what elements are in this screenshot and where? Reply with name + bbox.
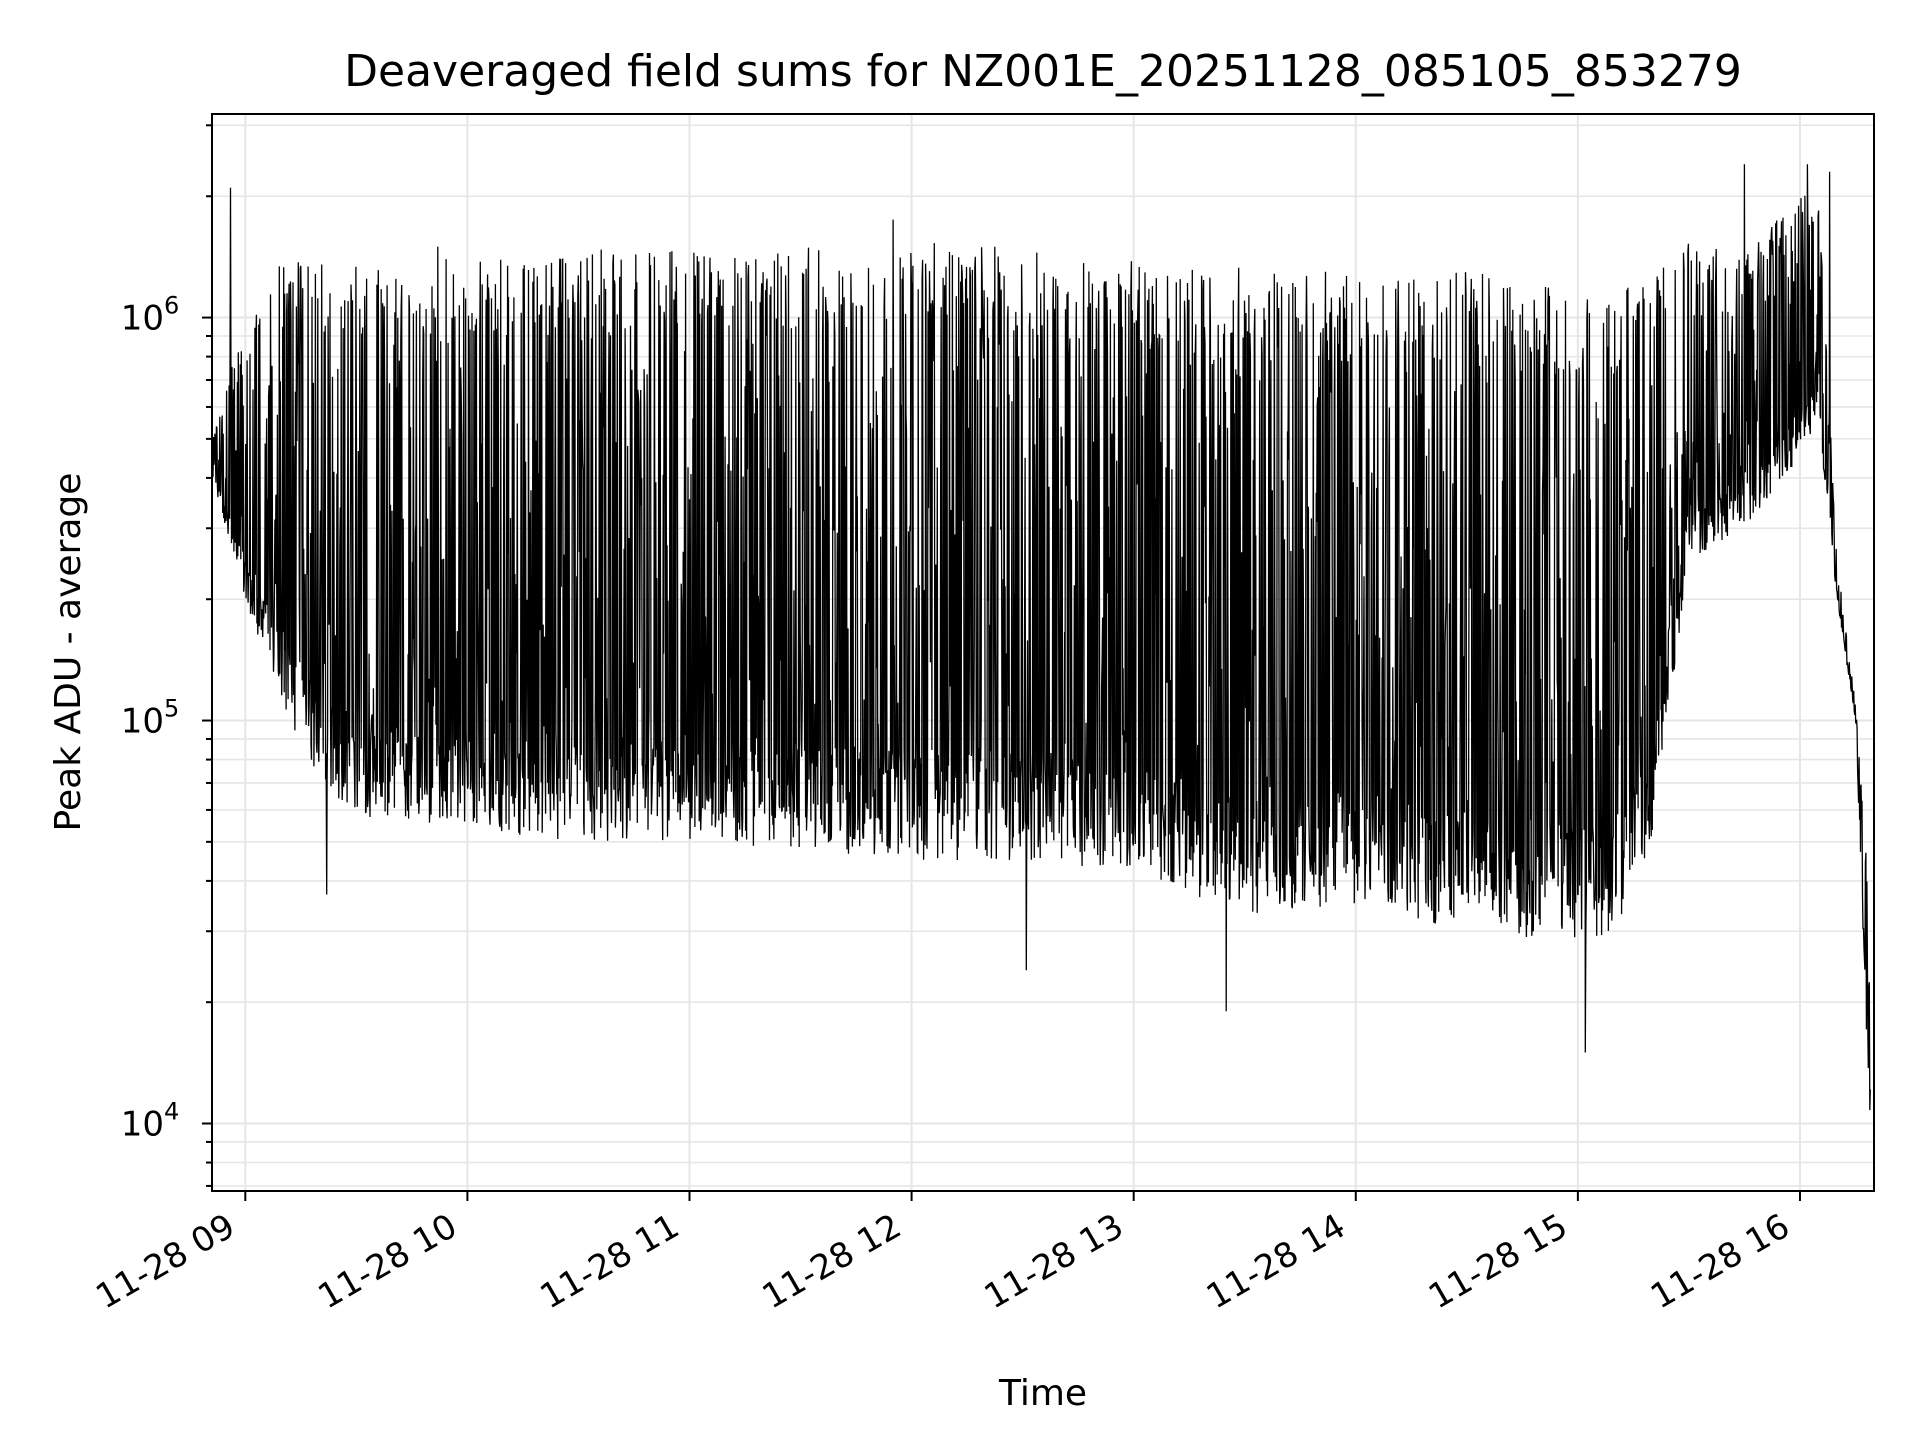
y-tick-label: 105	[121, 695, 180, 742]
plot-frame	[211, 113, 1875, 1192]
y-tick-label: 104	[121, 1098, 180, 1145]
series-line	[211, 164, 1871, 1111]
y-axis-label: Peak ADU - average	[48, 473, 89, 832]
y-tick-label: 106	[121, 292, 180, 339]
series-path	[211, 164, 1871, 1111]
chart-title: Deaveraged field sums for NZ001E_2025112…	[344, 46, 1742, 97]
x-axis-label: Time	[998, 1373, 1087, 1414]
